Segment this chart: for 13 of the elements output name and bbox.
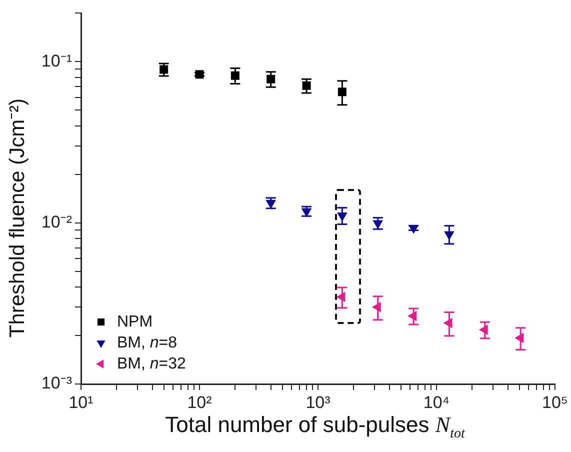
legend-label: NPM	[117, 313, 153, 330]
legend-label: BM, n=32	[117, 355, 186, 372]
y-tick-label: 10⁻³	[41, 374, 72, 393]
y-axis-title: Threshold fluence (Jcm⁻²)	[5, 97, 30, 340]
y-tick-label: 10⁻²	[41, 212, 72, 232]
x-tick-label: 10⁵	[542, 392, 568, 412]
x-tick-label: 10⁴	[423, 392, 450, 412]
y-tick-label: 10⁻¹	[41, 51, 72, 70]
x-tick-label: 10¹	[68, 392, 94, 412]
x-tick-label: 10³	[306, 392, 331, 412]
x-tick-label: 10²	[187, 392, 212, 412]
legend-label: BM, n=8	[117, 334, 178, 352]
x-axis-title: Total number of sub-pulses N$_{tot}$	[164, 412, 466, 442]
